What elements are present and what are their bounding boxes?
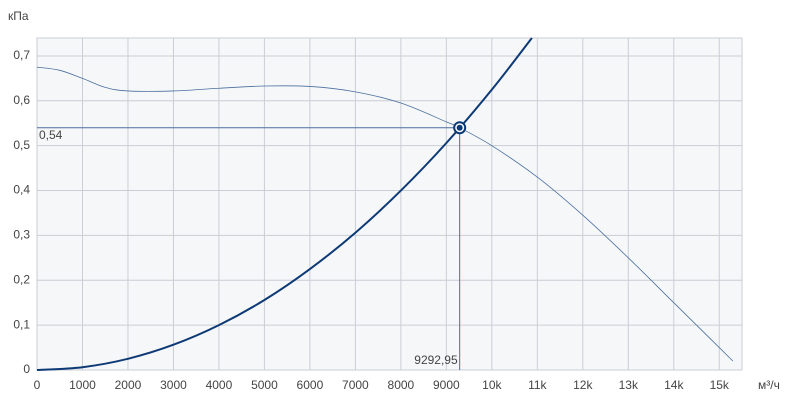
x-tick-label: 2000 bbox=[115, 378, 142, 392]
operating-point bbox=[456, 124, 463, 131]
y-axis-label: кПа bbox=[8, 9, 29, 23]
x-tick-label: 12k bbox=[573, 378, 593, 392]
x-tick-label: 10k bbox=[482, 378, 502, 392]
y-tick-label: 0 bbox=[23, 362, 30, 376]
y-tick-label: 0,6 bbox=[13, 93, 30, 107]
x-tick-label: 13k bbox=[619, 378, 639, 392]
x-tick-label: 11k bbox=[528, 378, 547, 392]
plot-area bbox=[36, 37, 743, 371]
x-tick-label: 3000 bbox=[160, 378, 187, 392]
operating-y-label: 0,54 bbox=[39, 128, 63, 142]
x-tick-label: 7000 bbox=[342, 378, 369, 392]
operating-x-label: 9292,95 bbox=[414, 353, 458, 367]
x-tick-label: 8000 bbox=[388, 378, 415, 392]
y-tick-label: 0,2 bbox=[13, 272, 30, 286]
x-axis-label: м³/ч bbox=[758, 378, 780, 392]
x-tick-label: 6000 bbox=[297, 378, 324, 392]
y-tick-label: 0,7 bbox=[13, 48, 30, 62]
x-tick-label: 4000 bbox=[206, 378, 233, 392]
curve bbox=[36, 66, 734, 362]
x-tick-label: 9000 bbox=[433, 378, 460, 392]
y-tick-label: 0,4 bbox=[13, 183, 30, 197]
y-tick-label: 0,5 bbox=[13, 138, 30, 152]
x-tick-label: 0 bbox=[34, 378, 41, 392]
y-tick-label: 0,3 bbox=[13, 228, 30, 242]
x-tick-label: 15k bbox=[710, 378, 730, 392]
x-tick-label: 14k bbox=[664, 378, 684, 392]
y-tick-label: 0,1 bbox=[13, 317, 30, 331]
x-tick-label: 1000 bbox=[69, 378, 96, 392]
x-tick-label: 5000 bbox=[251, 378, 278, 392]
